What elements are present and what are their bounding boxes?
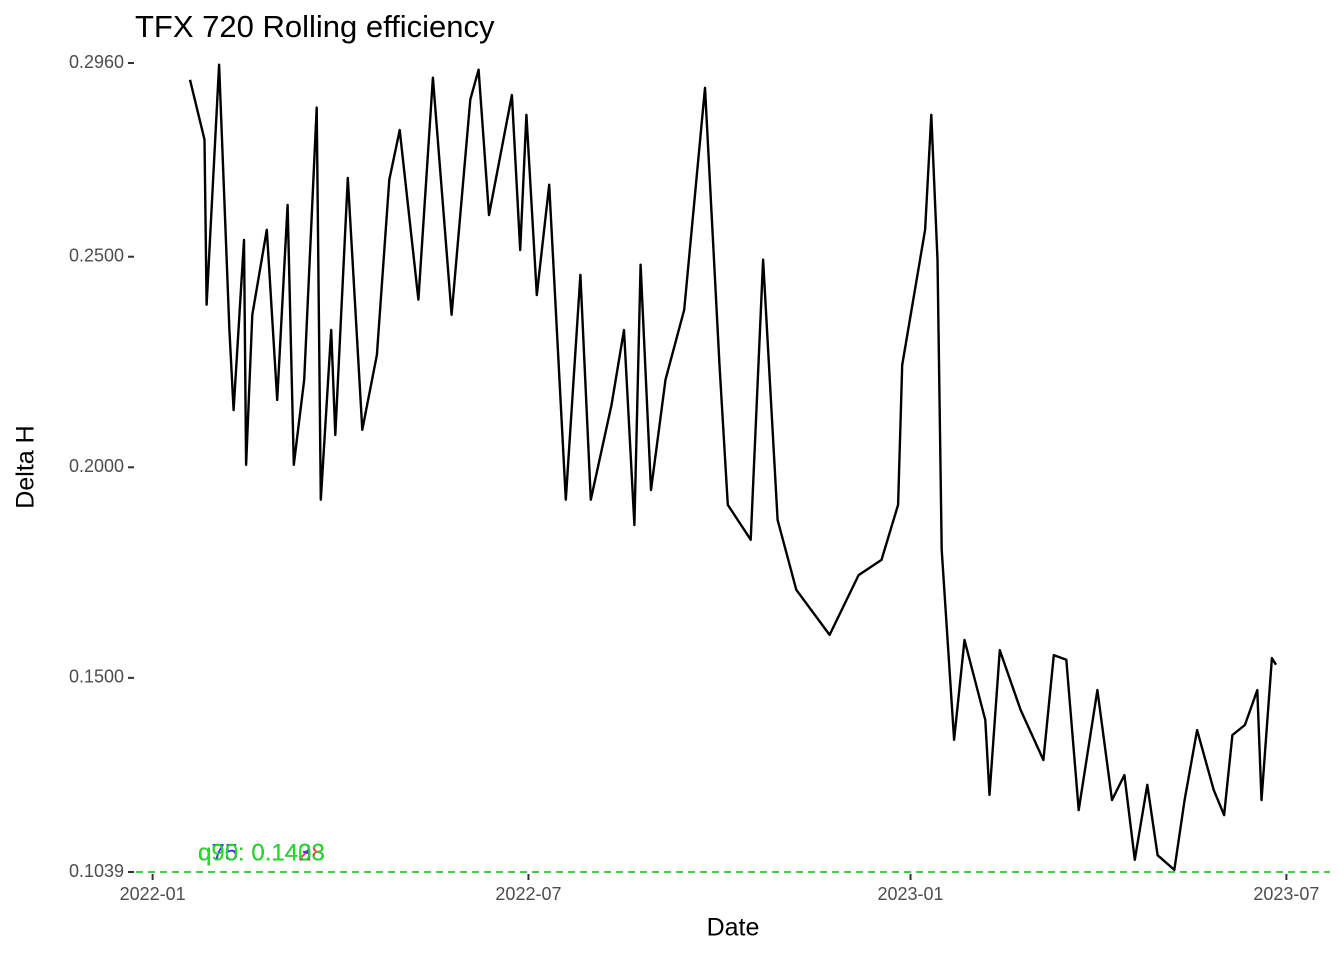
y-tick-label: 0.2500 — [69, 245, 124, 265]
y-tick-label: 0.1500 — [69, 667, 124, 687]
annotation: q75: 0.1433 — [198, 839, 325, 866]
data-line — [188, 63, 1278, 872]
x-tick-label: 2023-07 — [1253, 884, 1319, 904]
y-axis-label: Delta H — [12, 425, 40, 508]
y-tick-label: 0.2000 — [69, 456, 124, 476]
annotation: q90: 0.1403 — [198, 839, 325, 866]
chart-title: TFX 720 Rolling efficiency — [135, 9, 495, 44]
annotation: q95: 0.1428 — [198, 839, 325, 866]
x-tick-label: 2023-01 — [878, 884, 944, 904]
x-tick-label: 2022-07 — [495, 884, 561, 904]
y-tick-label: 0.1039 — [69, 861, 124, 881]
x-tick-label: 2022-01 — [120, 884, 186, 904]
y-tick-label: 0.2960 — [69, 52, 124, 72]
x-axis-label: Date — [707, 914, 760, 942]
